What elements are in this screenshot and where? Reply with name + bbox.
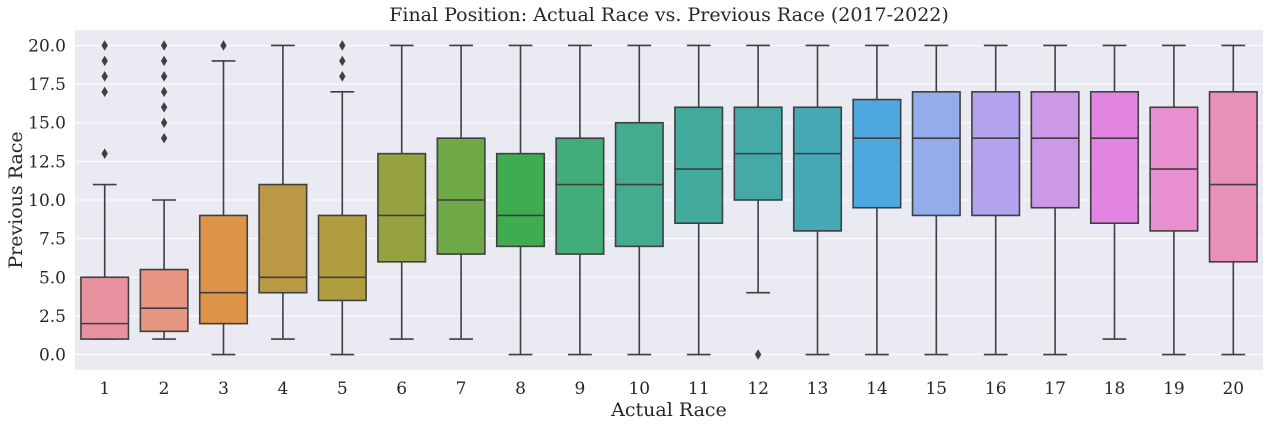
x-tick-label: 18 <box>1104 379 1126 399</box>
outlier-point <box>101 55 108 67</box>
outlier-point <box>101 148 108 159</box>
outlier-point <box>160 117 168 128</box>
box-group-17 <box>1030 44 1080 356</box>
box-group-2 <box>139 40 189 340</box>
box-iqr <box>852 98 902 209</box>
box-group-19 <box>1149 44 1199 356</box>
box-iqr <box>1030 91 1080 209</box>
outlier-point <box>754 349 762 360</box>
box-iqr <box>258 183 308 294</box>
box-group-4 <box>258 44 308 340</box>
chart-title: Final Position: Actual Race vs. Previous… <box>389 4 949 26</box>
outlier-point <box>339 40 346 51</box>
outlier-point <box>160 132 168 144</box>
box-group-18 <box>1089 44 1140 340</box>
y-tick-label: 10.0 <box>28 191 66 211</box>
box-iqr <box>674 106 724 224</box>
box-group-14 <box>852 44 902 356</box>
outlier-point <box>220 40 227 51</box>
x-tick-label: 13 <box>807 379 829 399</box>
box-group-11 <box>674 44 724 356</box>
x-tick-label: 5 <box>337 379 348 399</box>
box-iqr <box>555 137 605 255</box>
outlier-point <box>339 71 346 82</box>
box-iqr <box>792 106 843 232</box>
x-tick-label: 8 <box>515 379 526 399</box>
box-group-6 <box>377 44 427 340</box>
x-tick-labels: 1 2 3 4 5 6 7 8 9 10 11 12 13 14 15 16 17 18 19 20 <box>99 379 1244 399</box>
y-tick-label: 0.0 <box>39 346 66 366</box>
box-group-8 <box>495 44 546 356</box>
boxes-layer <box>80 40 1258 360</box>
box-group-12 <box>733 44 783 360</box>
box-iqr <box>317 214 367 302</box>
box-group-10 <box>614 44 664 356</box>
outlier-point <box>101 86 108 98</box>
outlier-point <box>160 40 168 51</box>
y-tick-label: 15.0 <box>28 114 66 134</box>
box-iqr <box>1208 91 1258 263</box>
box-iqr <box>436 137 486 255</box>
x-tick-label: 16 <box>985 379 1007 399</box>
y-tick-label: 7.5 <box>39 230 66 250</box>
x-tick-label: 19 <box>1163 379 1185 399</box>
x-tick-label: 4 <box>277 379 288 399</box>
x-tick-label: 14 <box>866 379 888 399</box>
outlier-point <box>339 55 346 67</box>
box-group-20 <box>1208 44 1258 356</box>
x-tick-label: 12 <box>747 379 769 399</box>
box-iqr <box>495 152 546 248</box>
x-tick-label: 3 <box>218 379 229 399</box>
box-iqr <box>911 91 961 217</box>
y-tick-label: 5.0 <box>39 268 66 288</box>
y-axis-label: Previous Race <box>5 131 27 268</box>
box-iqr <box>1089 91 1140 224</box>
x-tick-label: 11 <box>688 379 710 399</box>
box-iqr <box>971 91 1021 217</box>
outlier-point <box>101 71 108 82</box>
y-tick-label: 12.5 <box>28 152 66 172</box>
box-group-16 <box>971 44 1021 356</box>
y-tick-labels: 0.0 2.5 5.0 7.5 10.0 12.5 15.0 17.5 20.0 <box>28 36 66 365</box>
box-group-15 <box>911 44 961 356</box>
outlier-point <box>160 71 168 82</box>
box-iqr <box>139 268 189 333</box>
x-tick-label: 2 <box>159 379 170 399</box>
box-iqr <box>377 152 427 263</box>
outlier-point <box>101 40 108 51</box>
x-tick-label: 15 <box>925 379 947 399</box>
x-axis-label: Actual Race <box>610 399 727 421</box>
box-group-3 <box>198 40 249 356</box>
box-group-7 <box>436 44 486 340</box>
outlier-point <box>160 102 168 113</box>
box-iqr <box>198 214 249 325</box>
box-iqr <box>80 276 130 340</box>
y-tick-label: 2.5 <box>39 307 66 327</box>
x-tick-label: 6 <box>396 379 407 399</box>
box-group-1 <box>80 40 130 340</box>
outlier-point <box>160 55 168 67</box>
x-tick-label: 10 <box>628 379 650 399</box>
y-tick-label: 17.5 <box>28 75 66 95</box>
outlier-point <box>160 86 168 98</box>
x-tick-label: 17 <box>1044 379 1066 399</box>
x-tick-label: 20 <box>1222 379 1244 399</box>
x-tick-label: 7 <box>456 379 467 399</box>
box-group-13 <box>792 44 843 356</box>
box-group-9 <box>555 44 605 356</box>
x-tick-label: 9 <box>574 379 585 399</box>
y-tick-label: 20.0 <box>28 36 66 56</box>
box-group-5 <box>317 40 367 356</box>
x-tick-label: 1 <box>99 379 110 399</box>
